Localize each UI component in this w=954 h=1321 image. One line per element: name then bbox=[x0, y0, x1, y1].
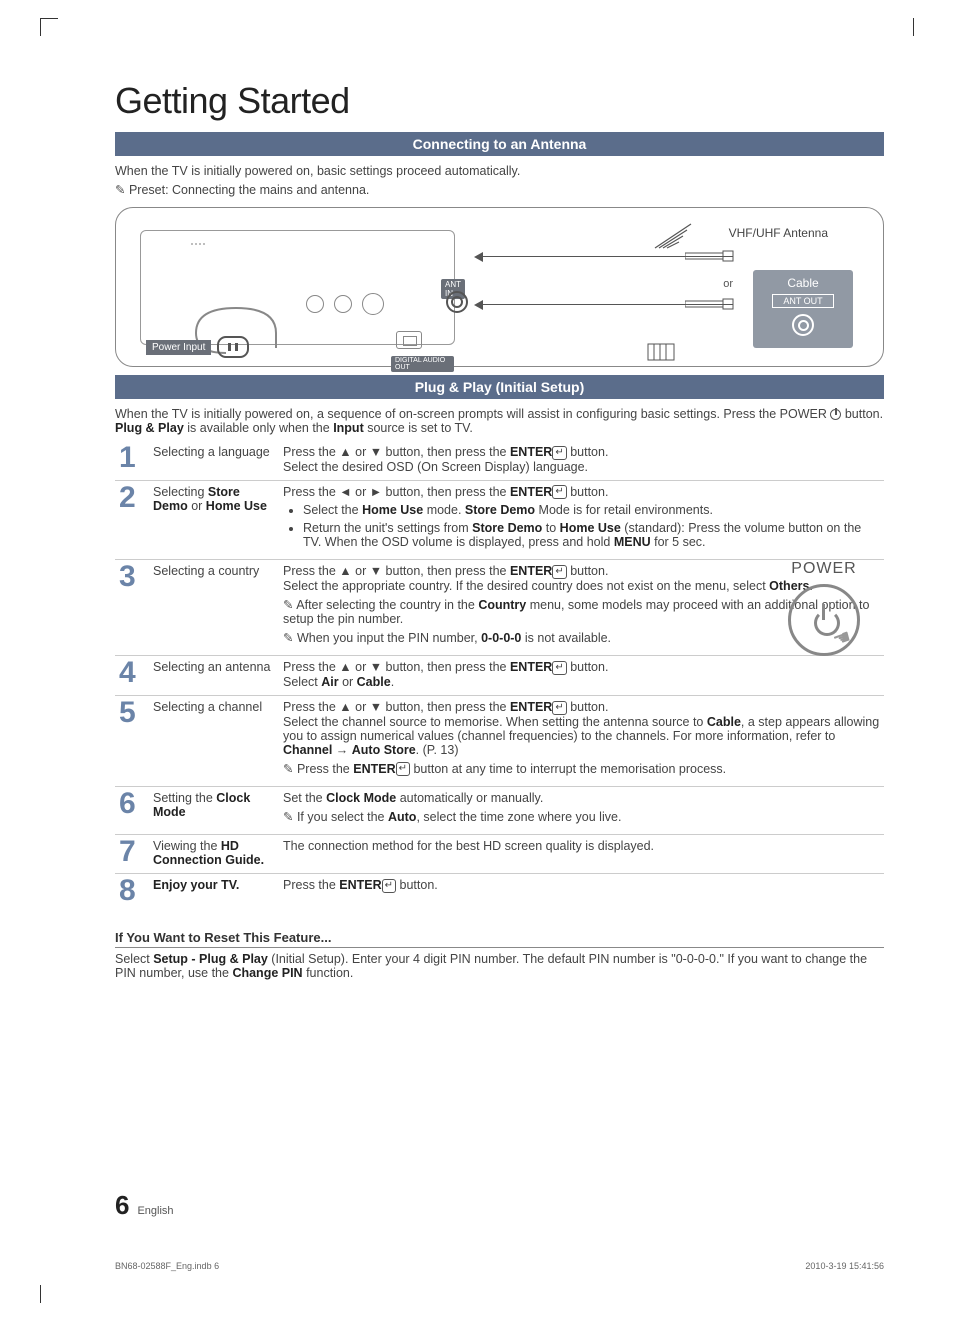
step-name: Selecting an antenna bbox=[149, 656, 279, 696]
enter-icon bbox=[382, 879, 396, 893]
ant-in-port-icon bbox=[446, 291, 468, 313]
page-title: Getting Started bbox=[115, 80, 884, 122]
power-input: Power Input bbox=[146, 336, 249, 358]
section-plugplay-bar: Plug & Play (Initial Setup) bbox=[115, 375, 884, 399]
step-number: 2 bbox=[115, 480, 149, 560]
connector-icon bbox=[685, 298, 735, 310]
vent-icon bbox=[191, 243, 205, 245]
antenna-diagram: ANT IN DIGITAL AUDIO OUT Power Input VHF… bbox=[115, 207, 884, 367]
step-number: 7 bbox=[115, 835, 149, 874]
step-number: 4 bbox=[115, 656, 149, 696]
ant-out-label: ANT OUT bbox=[772, 294, 833, 308]
antenna-note: Preset: Connecting the mains and antenna… bbox=[115, 182, 884, 197]
wall-outlet-icon bbox=[646, 342, 676, 362]
step-desc: Press the ▲ or ▼ button, then press the … bbox=[279, 656, 884, 696]
step-name: Viewing the HD Connection Guide. bbox=[149, 835, 279, 874]
language-label: English bbox=[137, 1205, 173, 1217]
enter-icon bbox=[396, 762, 410, 776]
ant-out-port-icon bbox=[792, 314, 814, 336]
table-row: 8 Enjoy your TV. Press the ENTER button. bbox=[115, 874, 884, 913]
antenna-intro: When the TV is initially powered on, bas… bbox=[115, 164, 884, 178]
power-input-label: Power Input bbox=[146, 340, 211, 355]
or-label: or bbox=[723, 278, 733, 290]
step-number: 8 bbox=[115, 874, 149, 913]
enter-icon bbox=[552, 485, 566, 499]
card-slot-icon bbox=[396, 331, 422, 349]
cable-box: Cable ANT OUT bbox=[753, 270, 853, 348]
crop-mark bbox=[40, 1285, 58, 1303]
step-number: 1 bbox=[115, 441, 149, 480]
power-button-graphic: POWER ☚ bbox=[764, 560, 884, 656]
plugplay-intro: When the TV is initially powered on, a s… bbox=[115, 407, 884, 435]
vhf-uhf-label: VHF/UHF Antenna bbox=[729, 226, 828, 240]
finger-icon: ☚ bbox=[829, 624, 854, 654]
section-antenna-bar: Connecting to an Antenna bbox=[115, 132, 884, 156]
table-row: 7 Viewing the HD Connection Guide. The c… bbox=[115, 835, 884, 874]
power-icon bbox=[830, 409, 841, 420]
step-number: 6 bbox=[115, 787, 149, 835]
step-desc: Press the ▲ or ▼ button, then press the … bbox=[279, 441, 884, 480]
doc-ref: BN68-02588F_Eng.indb 6 bbox=[115, 1261, 219, 1271]
table-row: 4 Selecting an antenna Press the ▲ or ▼ … bbox=[115, 656, 884, 696]
cable-connections: or bbox=[476, 256, 733, 318]
enter-icon bbox=[552, 661, 566, 675]
step-name: Selecting a country bbox=[149, 560, 279, 656]
table-row: 5 Selecting a channel Press the ▲ or ▼ b… bbox=[115, 695, 884, 786]
table-row: 6 Setting the Clock Mode Set the Clock M… bbox=[115, 787, 884, 835]
step-desc: Set the Clock Mode automatically or manu… bbox=[279, 787, 884, 835]
step-desc: Press the ▲ or ▼ button, then press the … bbox=[279, 695, 884, 786]
power-ring-icon: ☚ bbox=[788, 584, 860, 656]
cable-label: Cable bbox=[753, 276, 853, 290]
power-label: POWER bbox=[764, 560, 884, 578]
step-name: Enjoy your TV. bbox=[149, 874, 279, 913]
page-number: 6 bbox=[115, 1190, 129, 1221]
setup-steps-table: 1 Selecting a language Press the ▲ or ▼ … bbox=[115, 441, 884, 912]
table-row: 1 Selecting a language Press the ▲ or ▼ … bbox=[115, 441, 884, 480]
digital-audio-label: DIGITAL AUDIO OUT bbox=[391, 356, 454, 372]
enter-icon bbox=[552, 701, 566, 715]
enter-icon bbox=[552, 565, 566, 579]
step-desc: Press the ◄ or ► button, then press the … bbox=[279, 480, 884, 560]
page-footer: 6 English BN68-02588F_Eng.indb 6 2010-3-… bbox=[115, 1261, 884, 1271]
antenna-wave-icon bbox=[653, 220, 693, 250]
step-desc: Press the ENTER button. bbox=[279, 874, 884, 913]
ports bbox=[306, 293, 384, 315]
table-row: 2 Selecting Store Demo or Home Use Press… bbox=[115, 480, 884, 560]
step-name: Selecting Store Demo or Home Use bbox=[149, 480, 279, 560]
step-name: Selecting a language bbox=[149, 441, 279, 480]
step-name: Setting the Clock Mode bbox=[149, 787, 279, 835]
print-timestamp: 2010-3-19 15:41:56 bbox=[805, 1261, 884, 1271]
step-desc: The connection method for the best HD sc… bbox=[279, 835, 884, 874]
enter-icon bbox=[552, 446, 566, 460]
reset-header: If You Want to Reset This Feature... bbox=[115, 930, 884, 948]
crop-mark bbox=[896, 1285, 914, 1303]
step-number: 3 bbox=[115, 560, 149, 656]
step-number: 5 bbox=[115, 695, 149, 786]
reset-text: Select Setup - Plug & Play (Initial Setu… bbox=[115, 952, 884, 980]
connector-icon bbox=[685, 250, 735, 262]
power-socket-icon bbox=[217, 336, 249, 358]
step-name: Selecting a channel bbox=[149, 695, 279, 786]
